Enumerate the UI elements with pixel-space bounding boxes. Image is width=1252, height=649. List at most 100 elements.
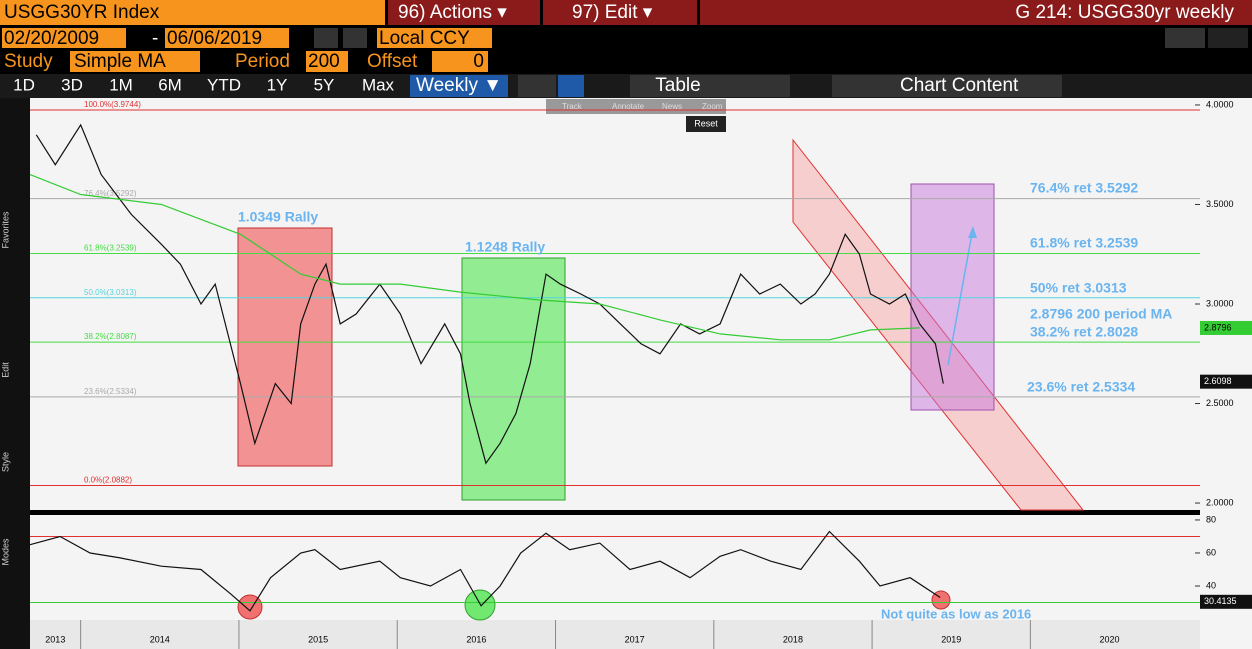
series-line xyxy=(29,530,941,612)
actions-button[interactable] xyxy=(388,0,540,25)
frequency-button[interactable] xyxy=(410,75,508,97)
series-line xyxy=(29,174,920,341)
period-label: Period xyxy=(235,51,290,72)
redo-button[interactable] xyxy=(1208,28,1248,48)
fib-label: 0.0%(2.0882) xyxy=(84,476,132,485)
menu-item[interactable]: News xyxy=(662,102,682,111)
range-button[interactable]: YTD xyxy=(207,75,241,94)
fib-label: 38.2%(2.8087) xyxy=(84,332,137,341)
edit: 97) Edit ▾ xyxy=(572,2,653,23)
end-date-box[interactable] xyxy=(165,28,289,48)
security-box[interactable] xyxy=(0,0,385,25)
x-tick-label: 2019 xyxy=(941,634,961,644)
y-tick-label: 2.5000 xyxy=(1206,398,1234,408)
y-tick-label: 3.0000 xyxy=(1206,298,1234,308)
range-button[interactable]: 1D xyxy=(13,75,35,94)
range-button[interactable]: Max xyxy=(362,75,395,94)
end-date: 06/06/2019 xyxy=(167,28,262,49)
rally-box xyxy=(237,227,333,467)
rally-box xyxy=(461,257,566,501)
series-line xyxy=(35,123,944,465)
fib-label: 76.4%(3.5292) xyxy=(84,189,137,198)
page-title: G 214: USGG30yr weekly xyxy=(1015,2,1234,23)
range-button[interactable]: 5Y xyxy=(314,75,335,94)
menu-item[interactable]: Track xyxy=(562,102,583,111)
arrow-head xyxy=(968,226,977,238)
study-label: Study xyxy=(4,51,53,72)
y-tick-label: 2.0000 xyxy=(1206,497,1234,507)
y-tick-label: 80 xyxy=(1206,514,1216,524)
projection-box xyxy=(910,183,995,411)
start-date-box[interactable] xyxy=(2,28,126,48)
low-marker xyxy=(237,594,263,620)
side-label: Edit xyxy=(0,362,10,378)
x-tick-label: 2015 xyxy=(308,634,328,644)
bar-button[interactable] xyxy=(558,75,584,97)
title-bar xyxy=(700,0,1252,25)
table-button[interactable] xyxy=(630,75,790,97)
rsi-panel xyxy=(30,515,1200,620)
menu-item[interactable]: Zoom xyxy=(702,102,723,111)
range-button[interactable]: 6M xyxy=(158,75,182,94)
annotation: 1.0349 Rally xyxy=(238,209,318,225)
last-value-box xyxy=(1200,320,1252,335)
y-axis-strip xyxy=(1200,98,1252,649)
table: Table xyxy=(655,75,700,96)
x-axis-strip xyxy=(30,620,1200,649)
chart-content-button[interactable] xyxy=(832,75,1062,97)
reset: Reset xyxy=(694,118,718,128)
fib-label: 61.8%(3.2539) xyxy=(84,244,137,253)
edit-button[interactable] xyxy=(543,0,697,25)
annotation: 1.1248 Rally xyxy=(465,239,545,255)
offset: 0 xyxy=(473,51,484,72)
actions: 96) Actions ▾ xyxy=(398,2,507,23)
menu-item[interactable]: Annotate xyxy=(612,102,645,111)
period: 200 xyxy=(308,51,340,72)
fib-label: 23.6%(2.5334) xyxy=(84,387,137,396)
fib-label: 50.0%(3.0313) xyxy=(84,288,137,297)
last-value-box xyxy=(1200,374,1252,389)
range-button[interactable]: 1M xyxy=(109,75,133,94)
prev-button[interactable] xyxy=(314,28,338,48)
drawings xyxy=(237,138,1085,621)
y-tick-label: 3.5000 xyxy=(1206,199,1234,209)
currency-box[interactable] xyxy=(377,28,492,48)
security: USGG30YR Index xyxy=(4,2,160,23)
annotation: 76.4% ret 3.5292 xyxy=(1030,180,1138,196)
x-tick-label: 2017 xyxy=(625,634,645,644)
annotation: Not quite as low as 2016 xyxy=(881,606,1031,621)
range-button[interactable]: 3D xyxy=(61,75,83,94)
frequency: Weekly ▼ xyxy=(416,75,502,96)
last-value: 30.4135 xyxy=(1204,596,1237,606)
side-label: Style xyxy=(0,452,10,472)
reset-button[interactable] xyxy=(686,116,726,132)
annotation: 38.2% ret 2.8028 xyxy=(1030,324,1138,340)
currency: Local CCY xyxy=(379,28,470,49)
x-tick-label: 2018 xyxy=(783,634,803,644)
study-box[interactable] xyxy=(70,51,200,72)
y-tick-label: 40 xyxy=(1206,580,1216,590)
line-button[interactable] xyxy=(518,75,556,97)
last-value-box xyxy=(1200,594,1252,609)
annotation: 23.6% ret 2.5334 xyxy=(1027,379,1135,395)
offset-box[interactable] xyxy=(432,51,488,72)
annotation: 61.8% ret 3.2539 xyxy=(1030,235,1138,251)
next-button[interactable] xyxy=(343,28,367,48)
y-tick-label: 60 xyxy=(1206,547,1216,557)
chart-content: Chart Content xyxy=(900,75,1019,96)
tool-strip xyxy=(0,98,30,649)
period-box[interactable] xyxy=(306,51,348,72)
side-label: Favorites xyxy=(0,211,10,249)
range-button[interactable]: 1Y xyxy=(267,75,288,94)
undo-button[interactable] xyxy=(1165,28,1205,48)
x-tick-label: 2013 xyxy=(45,634,65,644)
annotation: 2.8796 200 period MA xyxy=(1030,306,1172,322)
offset-label: Offset xyxy=(367,51,418,72)
y-tick-label: 4.0000 xyxy=(1206,99,1234,109)
start-date: 02/20/2009 xyxy=(4,28,99,49)
fib-label: 100.0%(3.9744) xyxy=(84,100,141,109)
last-value: 2.8796 xyxy=(1204,322,1232,332)
x-tick-label: 2014 xyxy=(150,634,170,644)
